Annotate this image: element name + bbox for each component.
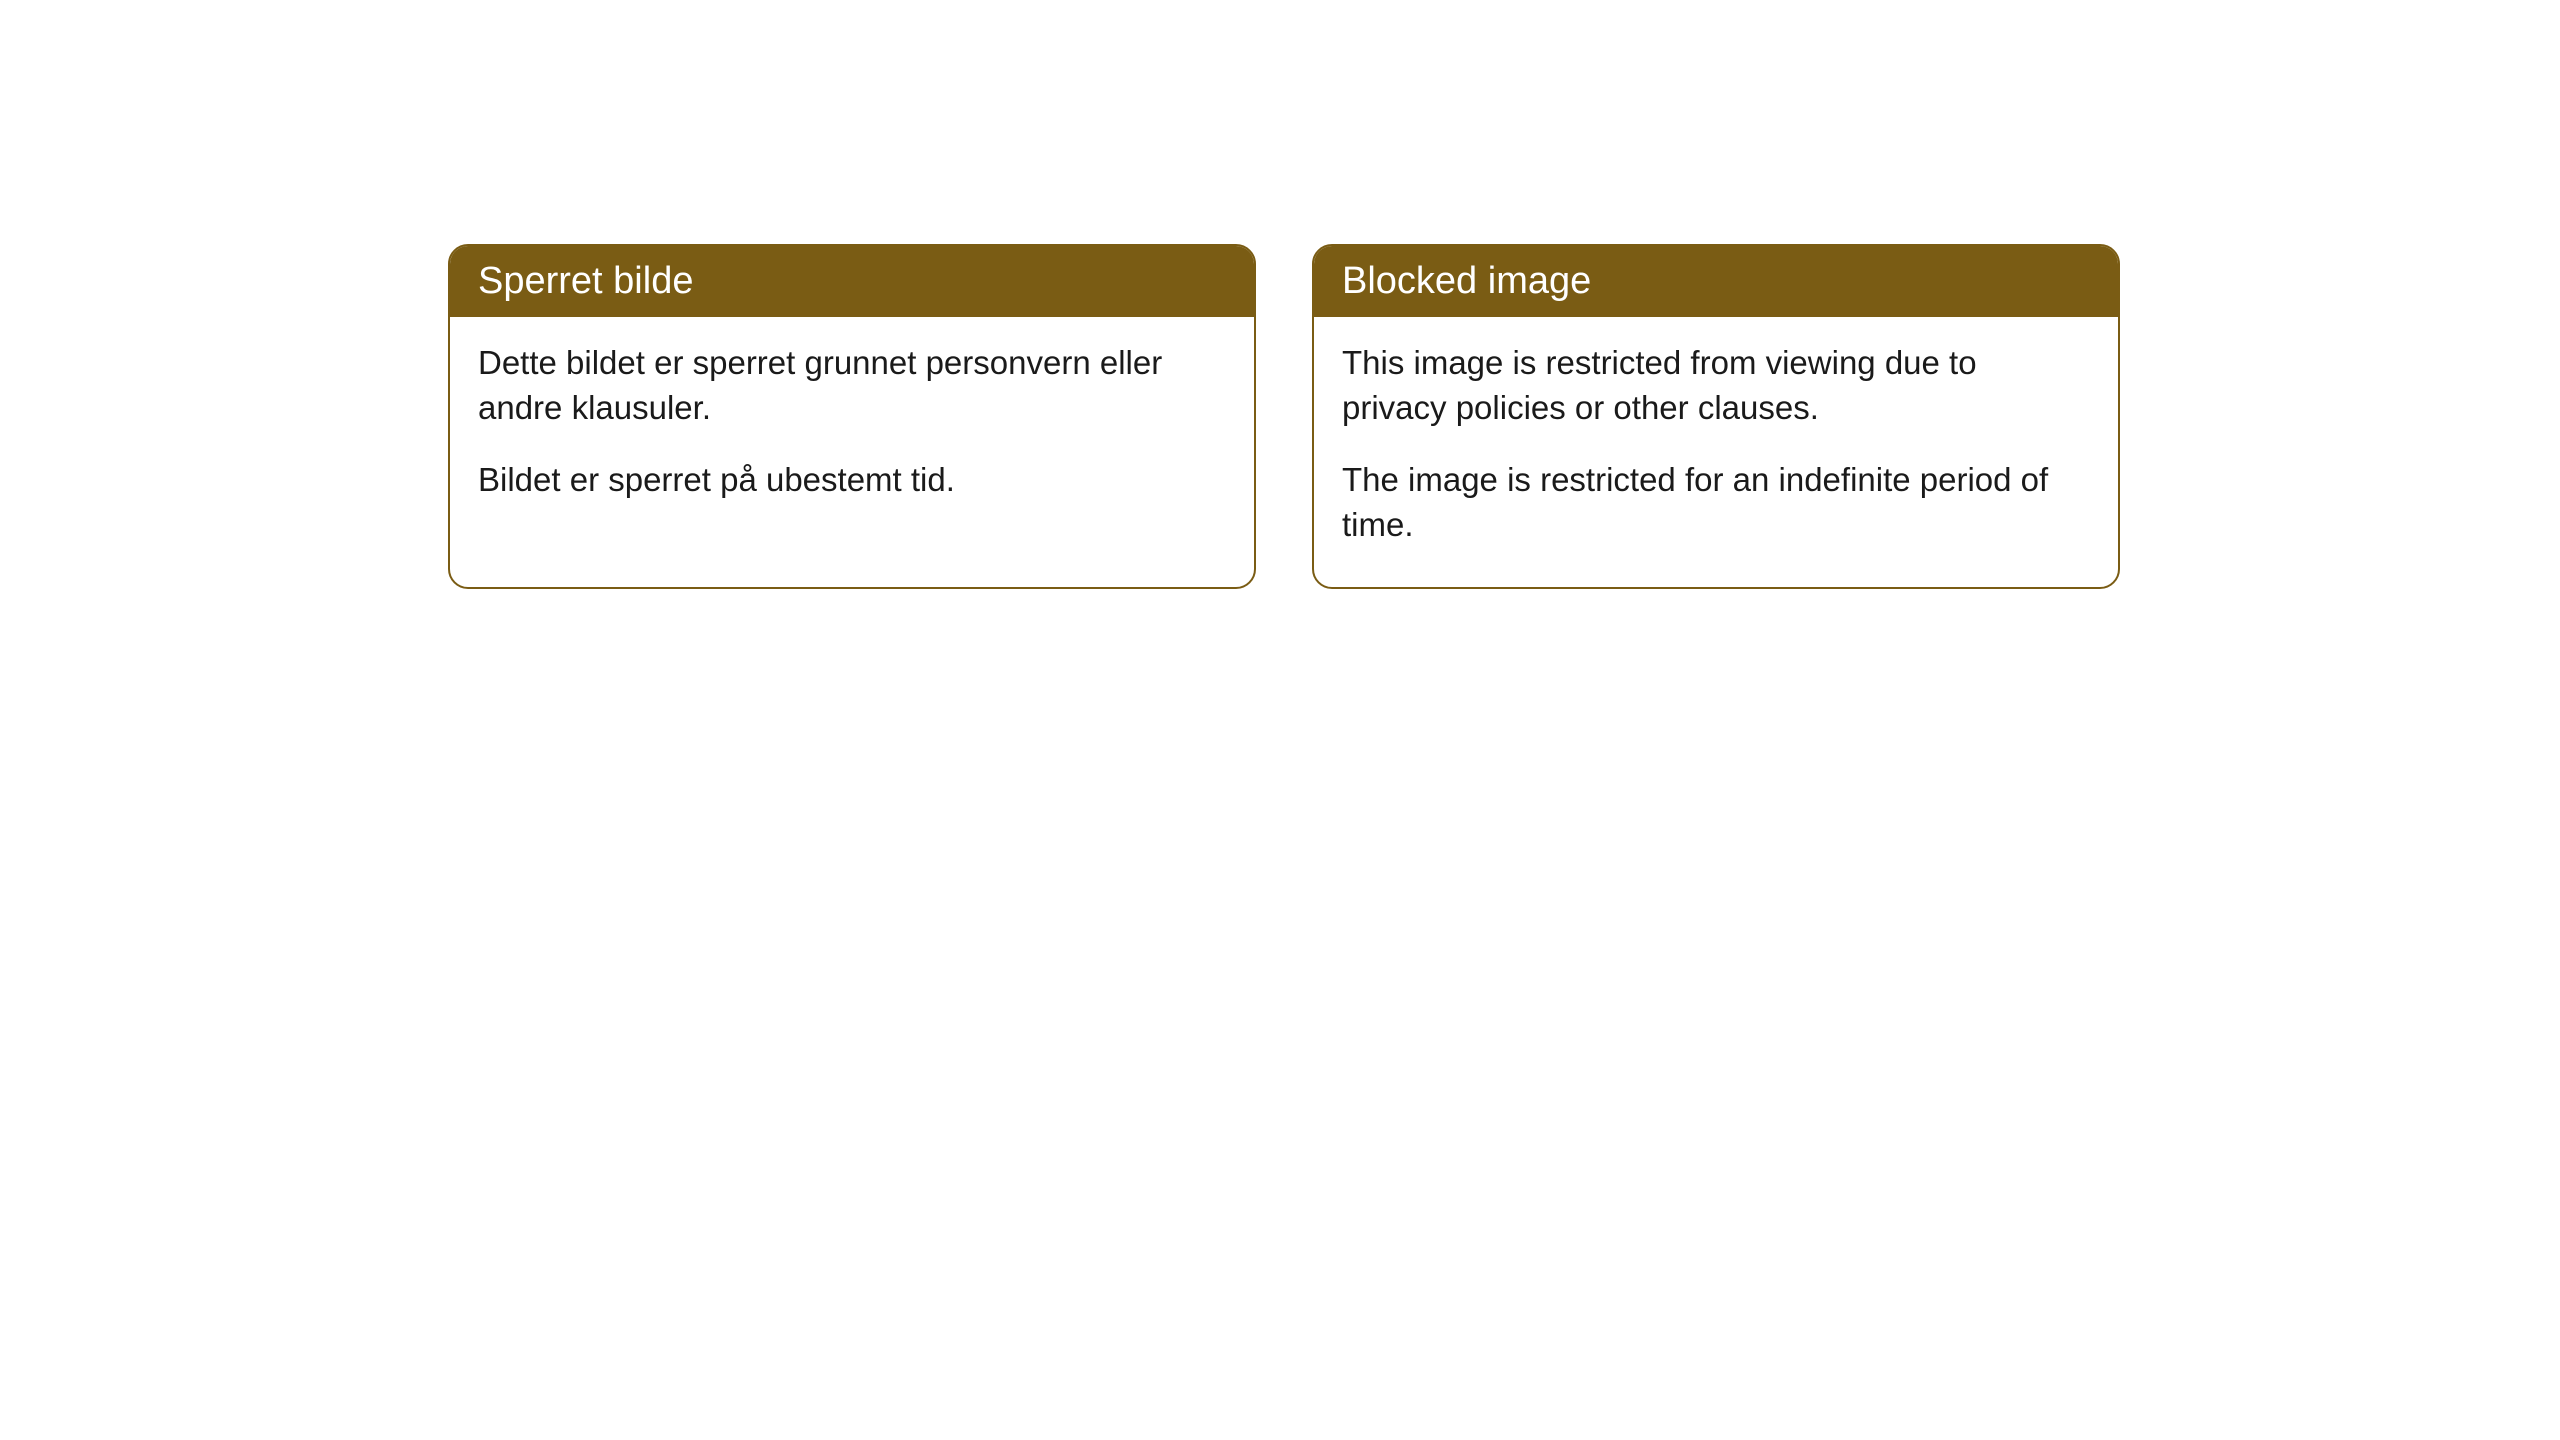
blocked-image-card-english: Blocked image This image is restricted f… [1312, 244, 2120, 589]
card-body-norwegian: Dette bildet er sperret grunnet personve… [450, 317, 1254, 543]
card-header-norwegian: Sperret bilde [450, 246, 1254, 317]
card-para2-norwegian: Bildet er sperret på ubestemt tid. [478, 458, 1226, 503]
card-header-english: Blocked image [1314, 246, 2118, 317]
card-para1-norwegian: Dette bildet er sperret grunnet personve… [478, 341, 1226, 430]
notice-cards-container: Sperret bilde Dette bildet er sperret gr… [0, 0, 2560, 589]
blocked-image-card-norwegian: Sperret bilde Dette bildet er sperret gr… [448, 244, 1256, 589]
card-body-english: This image is restricted from viewing du… [1314, 317, 2118, 587]
card-para2-english: The image is restricted for an indefinit… [1342, 458, 2090, 547]
card-para1-english: This image is restricted from viewing du… [1342, 341, 2090, 430]
